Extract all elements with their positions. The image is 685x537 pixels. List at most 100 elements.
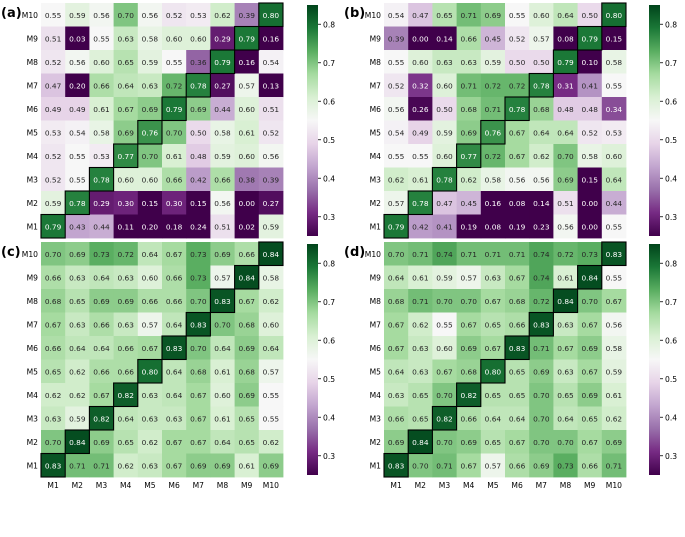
cell-value-label: 0.69	[606, 438, 623, 447]
colorbar-tick-label: 0.7	[665, 298, 677, 307]
heatmap-cell	[113, 50, 139, 74]
heatmap-cell	[162, 214, 187, 239]
diagonal-highlight	[161, 96, 187, 122]
heatmap-cell	[553, 242, 578, 266]
cell-value-label: 0.00	[412, 34, 429, 43]
cell-value-label: 0.56	[606, 320, 623, 329]
x-tick-label: M10	[263, 481, 279, 490]
diagonal-highlight	[88, 405, 115, 431]
heatmap-cell	[480, 336, 506, 360]
cell-value-label: 0.56	[557, 222, 574, 231]
cell-value-label: 0.79	[388, 222, 405, 231]
cell-value-label: 0.14	[533, 199, 550, 208]
heatmap-cell	[186, 214, 211, 239]
heatmap-cell	[65, 336, 90, 360]
heatmap-cell	[234, 383, 260, 407]
diagonal-highlight	[383, 213, 409, 239]
y-tick-label: M3	[27, 175, 39, 184]
heatmap-cell	[258, 242, 284, 266]
cell-value-label: 0.70	[533, 438, 550, 447]
cell-value-label: 0.78	[436, 175, 453, 184]
colorbar	[307, 244, 318, 475]
cell-value-label: 0.68	[460, 105, 477, 114]
cell-value-label: 0.79	[581, 34, 598, 43]
heatmap-cell	[408, 73, 433, 98]
cell-value-label: 0.64	[606, 175, 623, 184]
heatmap-cell	[41, 406, 66, 431]
cell-value-label: 0.69	[93, 297, 110, 306]
heatmap-cell	[234, 214, 260, 239]
cell-value-label: 0.51	[45, 34, 62, 43]
cell-value-label: 0.74	[436, 250, 453, 259]
heatmap-cell	[137, 242, 163, 266]
heatmap-cell	[162, 144, 187, 168]
cell-value-label: 0.79	[238, 34, 255, 43]
cell-value-label: 0.55	[606, 273, 623, 282]
heatmap-cell	[113, 312, 139, 337]
cell-value-label: 0.70	[436, 297, 453, 306]
cell-value-label: 0.61	[214, 414, 231, 423]
cell-value-label: 0.71	[509, 250, 526, 259]
cell-value-label: 0.69	[263, 461, 280, 470]
cell-value-label: 0.83	[509, 344, 526, 353]
colorbar-tick-label: 0.7	[665, 59, 677, 68]
heatmap-cell	[186, 26, 211, 51]
heatmap-cell	[89, 383, 114, 407]
cell-value-label: 0.72	[509, 81, 525, 90]
heatmap-cell	[41, 289, 66, 313]
y-tick-label: M9	[370, 34, 382, 43]
cell-value-label: 0.68	[388, 297, 405, 306]
cell-value-label: 0.41	[581, 81, 598, 90]
heatmap-cell	[162, 167, 187, 192]
cell-value-label: 0.80	[263, 11, 280, 20]
cell-value-label: 0.66	[117, 344, 134, 353]
colorbar-tick-label: 0.4	[665, 174, 677, 183]
heatmap-cell	[41, 453, 66, 478]
cell-value-label: 0.70	[214, 320, 231, 329]
heatmap-cell	[65, 359, 90, 384]
heatmap-cell	[529, 312, 554, 337]
heatmap-cell	[601, 191, 627, 215]
colorbar-tick-label: 0.8	[665, 259, 677, 268]
heatmap-cell	[258, 50, 284, 74]
cell-value-label: 0.53	[606, 128, 623, 137]
cell-value-label: 0.78	[412, 199, 429, 208]
cell-value-label: 0.15	[606, 34, 623, 43]
y-tick-label: M6	[27, 105, 39, 114]
heatmap-cell	[408, 97, 433, 121]
heatmap-cell	[210, 359, 235, 384]
heatmap-cell	[384, 242, 409, 266]
heatmap-cell	[577, 144, 603, 168]
diagonal-highlight	[258, 2, 284, 28]
cell-value-label: 0.70	[581, 297, 598, 306]
heatmap-cell	[65, 289, 90, 313]
cell-value-label: 0.16	[485, 199, 502, 208]
heatmap-cell	[432, 312, 457, 337]
heatmap-panel: (a) 0.55 0.59 0.56 0.70 0.56 0.52 0.53 0.62 0.39 0…	[1, 2, 335, 251]
diagonal-highlight	[185, 311, 211, 337]
cell-value-label: 0.70	[190, 297, 207, 306]
heatmap-cell	[384, 265, 409, 290]
cell-value-label: 0.62	[69, 391, 85, 400]
cell-value-label: 0.70	[45, 250, 62, 259]
cell-value-label: 0.65	[238, 438, 255, 447]
cell-value-label: 0.63	[142, 391, 159, 400]
cell-value-label: 0.80	[606, 11, 623, 20]
cell-value-label: 0.64	[263, 344, 280, 353]
heatmap-cell	[384, 97, 409, 121]
y-tick-label: M3	[27, 414, 39, 423]
heatmap-cell	[41, 3, 66, 27]
cell-value-label: 0.74	[533, 250, 550, 259]
cell-value-label: 0.67	[436, 367, 453, 376]
cell-value-label: 0.55	[509, 11, 526, 20]
heatmap-cell	[210, 383, 235, 407]
cell-value-label: 0.66	[509, 320, 526, 329]
cell-value-label: 0.64	[117, 414, 134, 423]
cell-value-label: 0.72	[533, 297, 549, 306]
heatmap-cell	[456, 242, 482, 266]
heatmap-cell	[577, 120, 603, 145]
cell-value-label: 0.65	[412, 414, 429, 423]
y-tick-label: M2	[370, 199, 382, 208]
y-tick-label: M10	[365, 250, 381, 259]
cell-value-label: 0.49	[45, 105, 62, 114]
